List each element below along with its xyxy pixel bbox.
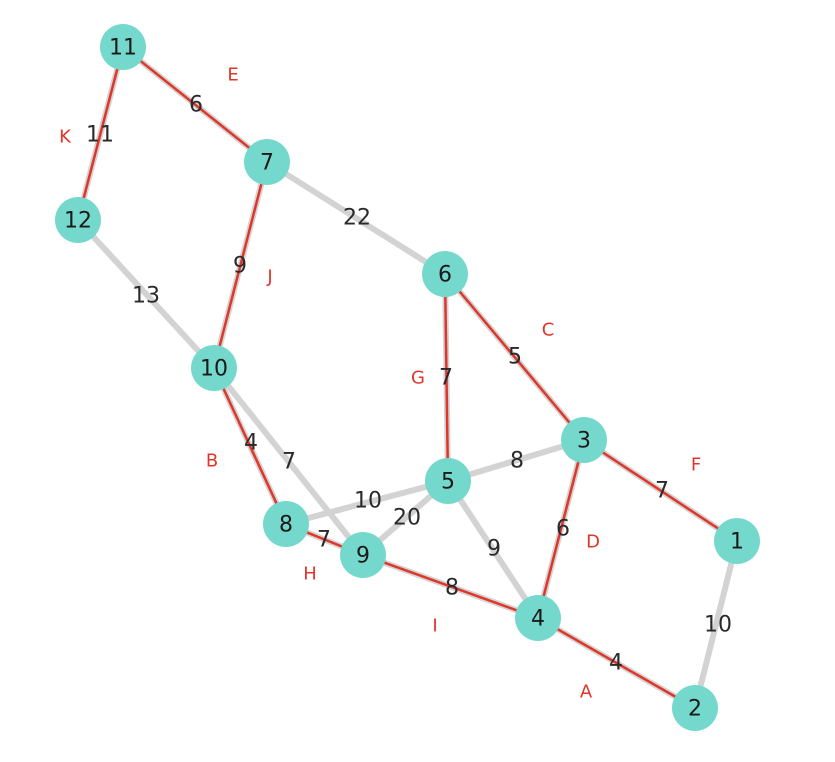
node-2[interactable]: 2 bbox=[672, 685, 718, 731]
step-label-A: A bbox=[580, 682, 593, 703]
weight-label-4-2: 4 bbox=[609, 651, 623, 676]
weight-label-12-10: 13 bbox=[132, 284, 160, 309]
step-label-J: J bbox=[266, 267, 272, 288]
node-label-4: 4 bbox=[531, 607, 545, 632]
step-label-H: H bbox=[303, 564, 317, 585]
weight-label-10-9: 7 bbox=[282, 450, 296, 475]
weight-label-5-4: 9 bbox=[487, 537, 501, 562]
node-5[interactable]: 5 bbox=[425, 458, 471, 504]
node-label-8: 8 bbox=[279, 513, 293, 538]
weight-label-3-4: 6 bbox=[556, 517, 570, 542]
tree-edge-4-2 bbox=[536, 616, 697, 710]
node-circle-7[interactable] bbox=[244, 139, 290, 185]
node-circle-10[interactable] bbox=[191, 345, 237, 391]
tree-edge-6-5 bbox=[443, 272, 450, 483]
tree-edge-7-10 bbox=[212, 160, 269, 370]
node-circle-12[interactable] bbox=[55, 197, 101, 243]
edge-5-4 bbox=[445, 478, 541, 621]
tree-edge-10-8 bbox=[212, 366, 288, 526]
weight-label-5-9: 20 bbox=[393, 506, 421, 531]
node-label-6: 6 bbox=[438, 263, 452, 288]
node-12[interactable]: 12 bbox=[55, 197, 101, 243]
node-circle-1[interactable] bbox=[714, 518, 760, 564]
node-9[interactable]: 9 bbox=[340, 532, 386, 578]
node-3[interactable]: 3 bbox=[561, 417, 607, 463]
node-1[interactable]: 1 bbox=[714, 518, 760, 564]
weight-label-7-6: 22 bbox=[343, 206, 371, 231]
node-circle-2[interactable] bbox=[672, 685, 718, 731]
node-circle-5[interactable] bbox=[425, 458, 471, 504]
weight-label-6-3: 5 bbox=[508, 345, 522, 370]
edge-12-10 bbox=[75, 217, 217, 371]
weight-label-11-12: 11 bbox=[86, 123, 114, 148]
node-label-10: 10 bbox=[200, 357, 228, 382]
base-edges-layer bbox=[75, 44, 740, 711]
node-circle-8[interactable] bbox=[263, 501, 309, 547]
weight-label-8-9: 7 bbox=[317, 528, 331, 553]
node-8[interactable]: 8 bbox=[263, 501, 309, 547]
node-10[interactable]: 10 bbox=[191, 345, 237, 391]
tree-edge-11-12 bbox=[76, 45, 125, 222]
step-label-I: I bbox=[432, 616, 437, 637]
weight-label-7-10: 9 bbox=[233, 254, 247, 279]
tree-edge-3-1 bbox=[582, 438, 739, 543]
weight-label-9-4: 8 bbox=[445, 576, 459, 601]
tree-edge-11-7 bbox=[121, 45, 269, 164]
weight-label-5-8: 10 bbox=[354, 489, 382, 514]
node-circle-4[interactable] bbox=[515, 595, 561, 641]
tree-edge-6-3 bbox=[443, 272, 586, 442]
node-label-7: 7 bbox=[260, 151, 274, 176]
tree-edge-9-4 bbox=[361, 553, 540, 620]
step-label-K: K bbox=[59, 127, 72, 148]
weight-label-3-1: 7 bbox=[655, 479, 669, 504]
step-label-G: G bbox=[411, 368, 425, 389]
tree-edge-3-4 bbox=[536, 438, 586, 620]
weight-label-6-5: 7 bbox=[439, 366, 453, 391]
node-label-1: 1 bbox=[730, 530, 744, 555]
node-4[interactable]: 4 bbox=[515, 595, 561, 641]
step-label-E: E bbox=[227, 65, 238, 86]
node-7[interactable]: 7 bbox=[244, 139, 290, 185]
node-6[interactable]: 6 bbox=[422, 251, 468, 297]
step-label-D: D bbox=[586, 532, 600, 553]
edge-5-8 bbox=[283, 478, 451, 527]
node-circle-9[interactable] bbox=[340, 532, 386, 578]
step-label-F: F bbox=[691, 455, 701, 476]
node-label-11: 11 bbox=[109, 36, 137, 61]
node-circle-3[interactable] bbox=[561, 417, 607, 463]
edge-5-3 bbox=[445, 437, 587, 484]
node-label-3: 3 bbox=[577, 429, 591, 454]
weight-label-11-7: 6 bbox=[189, 93, 203, 118]
node-label-2: 2 bbox=[688, 697, 702, 722]
tree-edges-layer bbox=[76, 45, 739, 710]
step-label-B: B bbox=[206, 451, 218, 472]
weight-label-10-8: 4 bbox=[244, 431, 258, 456]
node-11[interactable]: 11 bbox=[100, 24, 146, 70]
node-circle-6[interactable] bbox=[422, 251, 468, 297]
edge-10-9 bbox=[211, 365, 366, 558]
edge-1-2 bbox=[692, 538, 740, 711]
node-label-9: 9 bbox=[356, 544, 370, 569]
node-label-12: 12 bbox=[64, 209, 92, 234]
weight-label-5-3: 8 bbox=[510, 449, 524, 474]
node-label-5: 5 bbox=[441, 470, 455, 495]
weight-label-1-2: 10 bbox=[704, 613, 732, 638]
step-labels-layer: E K J C G B F D H I A bbox=[59, 65, 701, 703]
node-circle-11[interactable] bbox=[100, 24, 146, 70]
step-label-C: C bbox=[542, 320, 555, 341]
edge-7-6 bbox=[264, 159, 448, 277]
